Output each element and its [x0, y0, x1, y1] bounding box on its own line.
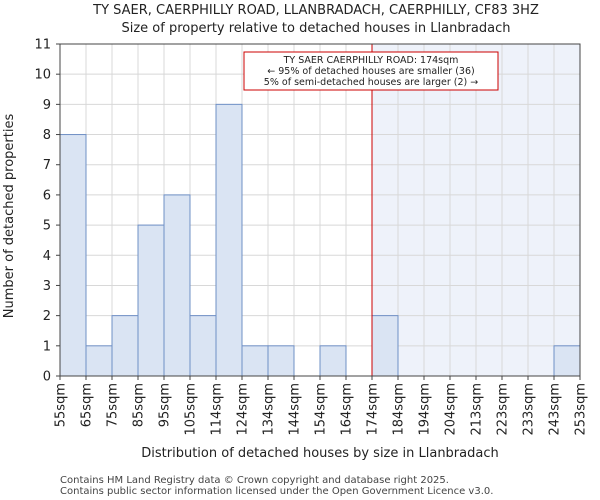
y-tick-label: 4	[43, 249, 51, 264]
y-tick-label: 0	[43, 370, 51, 385]
y-tick-label: 2	[43, 309, 51, 324]
x-tick-label: 213sqm	[470, 383, 485, 436]
bar	[137, 224, 165, 377]
chart-title-line1: TY SAER, CAERPHILLY ROAD, LLANBRADACH, C…	[92, 3, 539, 18]
bar	[267, 345, 295, 377]
x-tick-label: 243sqm	[548, 383, 563, 436]
annotation-box: TY SAER CAERPHILLY ROAD: 174sqm ← 95% of…	[243, 51, 499, 91]
y-tick-label: 5	[43, 219, 51, 234]
x-tick-label: 85sqm	[132, 383, 147, 427]
x-tick-label: 134sqm	[262, 383, 277, 436]
y-tick-label: 3	[43, 279, 51, 294]
y-axis-label: Number of detached properties	[2, 114, 17, 319]
x-tick-label: 253sqm	[574, 383, 589, 436]
y-tick-label: 1	[43, 339, 51, 354]
x-tick-label: 194sqm	[418, 383, 433, 436]
y-tick-label: 10	[34, 68, 51, 83]
y-tick-label: 8	[43, 128, 51, 143]
footer-line2: Contains public sector information licen…	[60, 486, 493, 497]
y-tick-label: 9	[43, 98, 51, 113]
annotation-line2: ← 95% of detached houses are smaller (36…	[267, 66, 474, 77]
bar	[85, 345, 113, 377]
x-tick-label: 124sqm	[236, 383, 251, 436]
bar	[371, 315, 399, 377]
y-tick-label: 11	[34, 38, 51, 53]
footer-line1: Contains HM Land Registry data © Crown c…	[60, 475, 449, 486]
y-tick-label: 6	[43, 188, 51, 203]
x-tick-label: 174sqm	[366, 383, 381, 436]
y-tick-label: 7	[43, 158, 51, 173]
x-axis-label: Distribution of detached houses by size …	[141, 446, 498, 461]
chart-title-line2: Size of property relative to detached ho…	[121, 21, 510, 36]
bar	[319, 345, 347, 377]
x-tick-label: 95sqm	[158, 383, 173, 427]
plot-area: 0 1 2 3 4 5 6 7 8 9 10 11 55sqm 65sqm 75sqm 85sqm 95sqm 1…	[34, 38, 588, 436]
x-tick-label: 204sqm	[444, 383, 459, 436]
bar	[553, 345, 581, 377]
x-tick-label: 55sqm	[54, 383, 69, 427]
bar	[59, 134, 87, 377]
x-tick-label: 184sqm	[392, 383, 407, 436]
x-tick-label: 105sqm	[184, 383, 199, 436]
annotation-line1: TY SAER CAERPHILLY ROAD: 174sqm	[283, 55, 459, 66]
bar	[163, 194, 191, 377]
bar	[111, 315, 139, 377]
x-tick-label: 164sqm	[340, 383, 355, 436]
x-tick-label: 144sqm	[288, 383, 303, 436]
bar	[215, 103, 243, 377]
x-tick-label: 233sqm	[522, 383, 537, 436]
x-tick-label: 223sqm	[496, 383, 511, 436]
bar	[189, 315, 217, 377]
x-tick-label: 154sqm	[314, 383, 329, 436]
x-tick-label: 65sqm	[80, 383, 95, 427]
annotation-line3: 5% of semi-detached houses are larger (2…	[264, 77, 478, 88]
x-tick-label: 75sqm	[106, 383, 121, 427]
bar	[241, 345, 269, 377]
x-tick-label: 114sqm	[210, 383, 225, 436]
